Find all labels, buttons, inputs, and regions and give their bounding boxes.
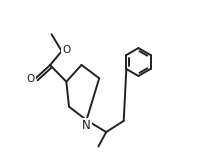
Text: O: O: [27, 74, 35, 84]
Text: O: O: [62, 45, 70, 55]
Text: N: N: [82, 119, 91, 132]
